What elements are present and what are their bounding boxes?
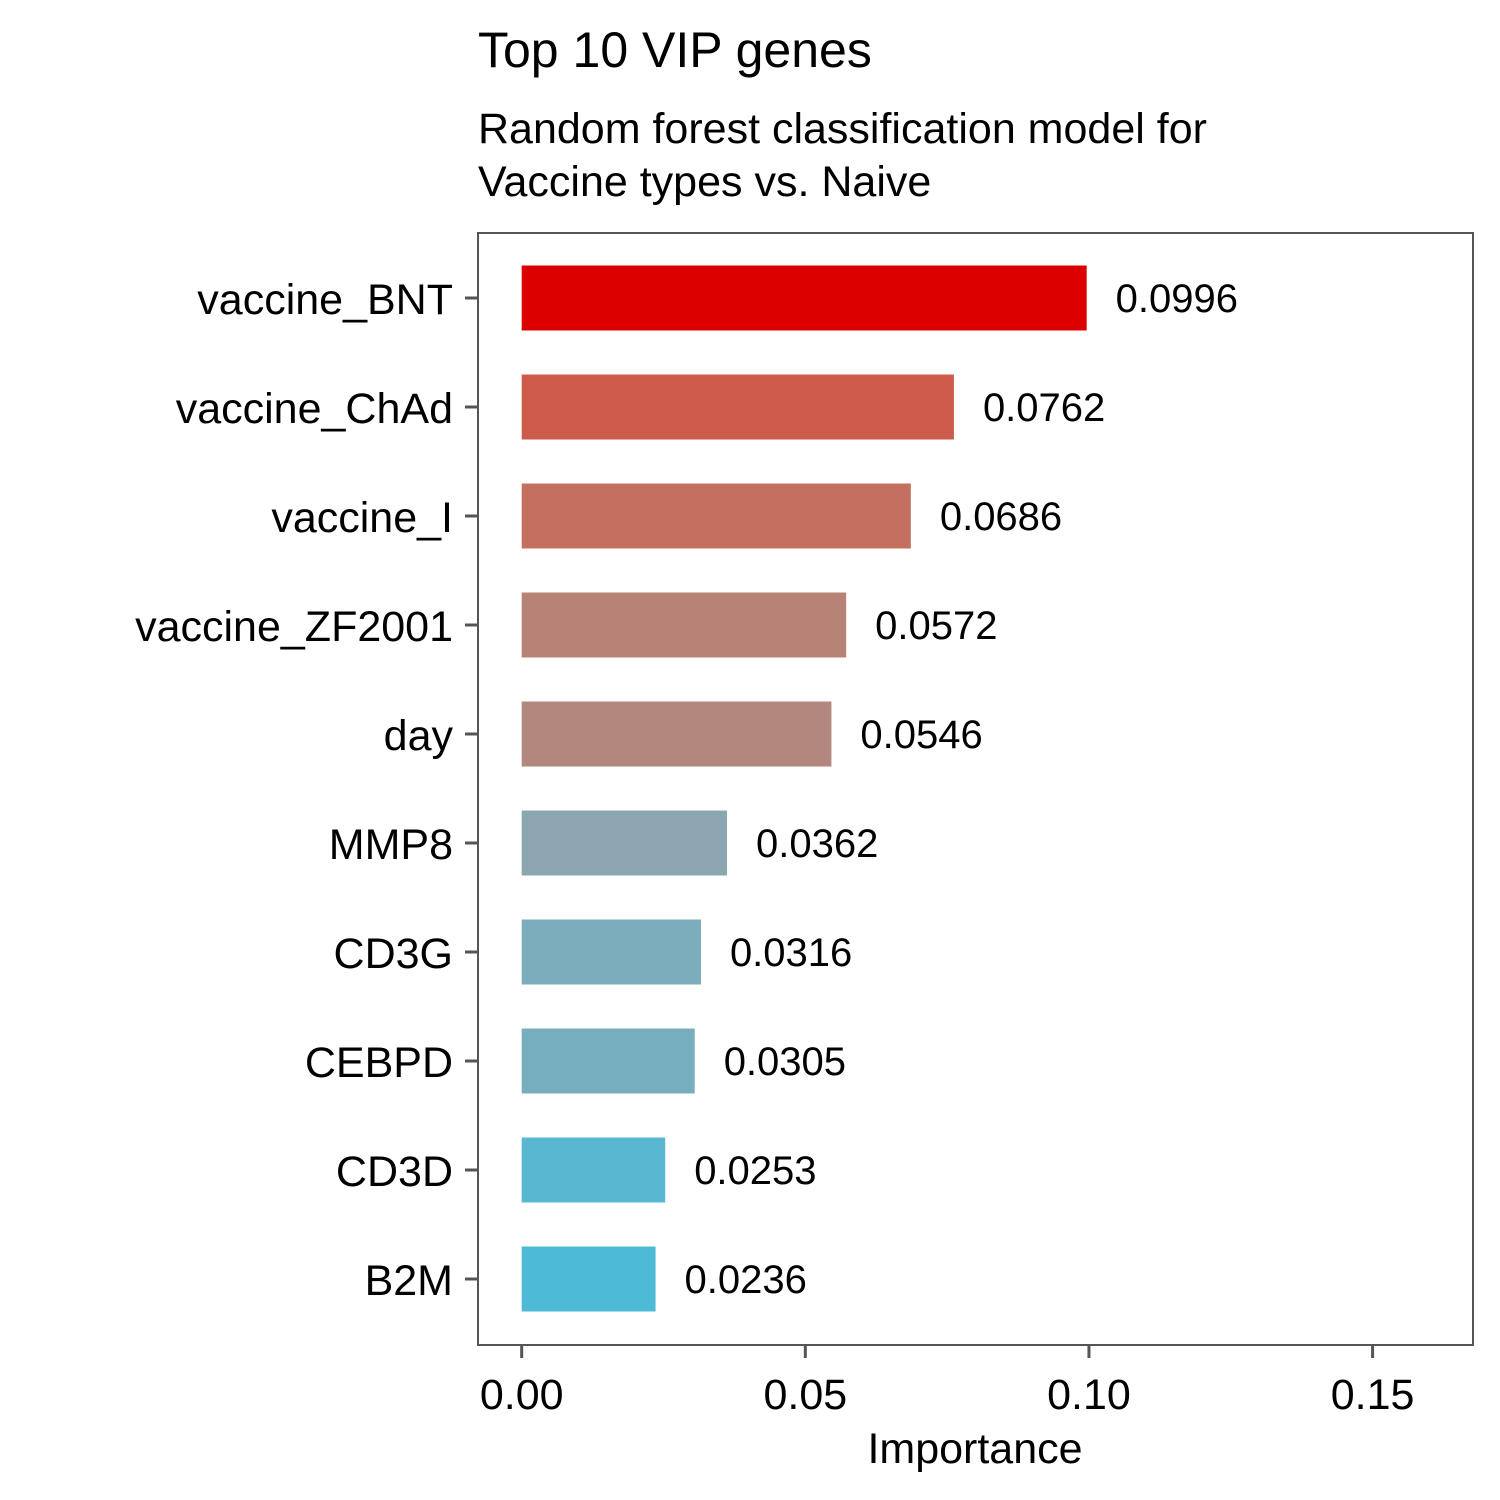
chart-subtitle-line-1: Random forest classification model for — [478, 105, 1207, 153]
y-axis: vaccine_BNT vaccine_ChAd vaccine_I vaccine_… — [135, 276, 478, 1305]
bar-vaccine_BNT — [521, 265, 1087, 331]
x-tick-label: 0.00 — [480, 1371, 564, 1419]
value-label-day: 0.0546 — [860, 713, 982, 757]
value-label-MMP8: 0.0362 — [756, 822, 878, 866]
value-labels-layer: 0.0996 0.0762 0.0686 0.0572 0.0546 0.0362 0.03… — [685, 277, 1238, 1302]
y-tick-label-day: day — [384, 712, 454, 760]
x-axis: 0.00 0.05 0.10 0.15 — [480, 1345, 1415, 1419]
x-tick-label: 0.05 — [763, 1371, 847, 1419]
y-tick-label-vaccine_BNT: vaccine_BNT — [197, 276, 453, 324]
value-label-vaccine_ZF2001: 0.0572 — [875, 604, 997, 648]
y-tick-label-vaccine_I: vaccine_I — [271, 494, 453, 542]
y-tick-label-CEBPD: CEBPD — [305, 1039, 453, 1087]
bars-layer — [521, 265, 1087, 1312]
bar-CD3G — [521, 919, 701, 985]
bar-CD3D — [521, 1137, 666, 1203]
bar-CEBPD — [521, 1028, 695, 1094]
value-label-vaccine_I: 0.0686 — [940, 495, 1062, 539]
value-label-CEBPD: 0.0305 — [724, 1040, 846, 1084]
y-tick-label-CD3D: CD3D — [336, 1148, 453, 1196]
y-tick-label-CD3G: CD3G — [334, 930, 453, 978]
bar-vaccine_I — [521, 483, 911, 549]
chart-title: Top 10 VIP genes — [478, 22, 872, 78]
x-tick-label: 0.10 — [1047, 1371, 1131, 1419]
value-label-B2M: 0.0236 — [685, 1258, 807, 1302]
value-label-CD3G: 0.0316 — [730, 931, 852, 975]
y-tick-label-vaccine_ZF2001: vaccine_ZF2001 — [135, 603, 453, 651]
y-tick-label-MMP8: MMP8 — [329, 821, 453, 869]
value-label-vaccine_BNT: 0.0996 — [1116, 277, 1238, 321]
bar-vaccine_ChAd — [521, 374, 954, 440]
chart-subtitle-line-2: Vaccine types vs. Naive — [478, 158, 931, 206]
x-axis-title: Importance — [867, 1425, 1082, 1473]
y-tick-label-vaccine_ChAd: vaccine_ChAd — [176, 385, 453, 433]
x-tick-label: 0.15 — [1331, 1371, 1415, 1419]
bar-MMP8 — [521, 810, 728, 876]
value-label-CD3D: 0.0253 — [694, 1149, 816, 1193]
bar-B2M — [521, 1246, 656, 1312]
plot-panel-border — [477, 232, 1474, 1346]
y-tick-label-B2M: B2M — [365, 1257, 453, 1305]
value-label-vaccine_ChAd: 0.0762 — [983, 386, 1105, 430]
bar-vaccine_ZF2001 — [521, 592, 847, 658]
bar-day — [521, 701, 832, 767]
